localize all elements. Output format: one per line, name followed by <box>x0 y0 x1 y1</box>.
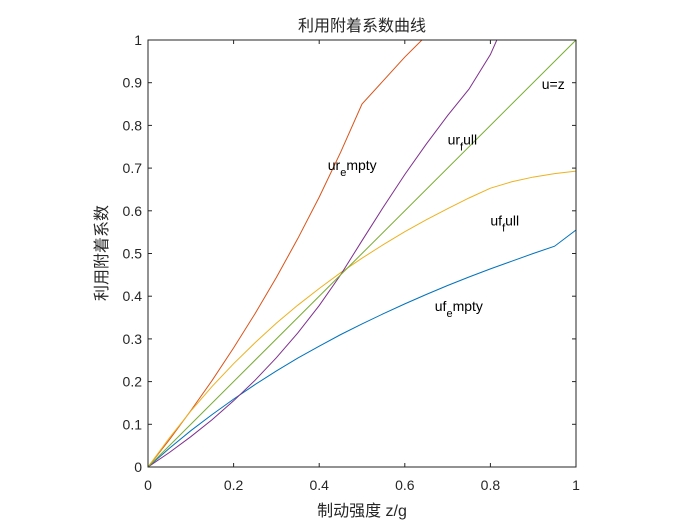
y-tick-label: 0.9 <box>123 75 143 91</box>
y-tick-label: 0.3 <box>123 331 143 347</box>
series-line-ur-full <box>148 40 498 467</box>
series-line-ur-empty <box>148 40 423 467</box>
x-tick-label: 0.4 <box>309 477 329 493</box>
curve-label-uf-empty: ufempty <box>435 298 483 320</box>
y-axis-title: 利用附着系数 <box>93 205 111 301</box>
x-tick-label: 0.6 <box>395 477 415 493</box>
series-line-u-eq-z <box>148 40 576 467</box>
x-axis-title: 制动强度 z/g <box>317 502 407 520</box>
x-tick-label: 1 <box>572 477 580 493</box>
plot-area: 0 0.2 0.4 0.6 0.8 1 0 0.1 0.2 0.3 0.4 0.5 0.6 0.7 0.8 0… <box>123 32 581 493</box>
curve-label-u-eq-z: u=z <box>542 76 565 92</box>
curve-label-ur-empty: urempty <box>328 157 377 179</box>
y-tick-label: 0.6 <box>123 203 143 219</box>
y-tick-label: 0 <box>134 459 142 475</box>
series-line-uf-full <box>148 170 576 467</box>
y-tick-label: 0.1 <box>123 416 143 432</box>
x-tick-label: 0.8 <box>481 477 501 493</box>
series-line-uf-empty <box>148 229 576 467</box>
y-tick-label: 0.8 <box>123 117 143 133</box>
y-tick-label: 1 <box>134 32 142 48</box>
chart-title: 利用附着系数曲线 <box>298 17 426 35</box>
x-tick-label: 0.2 <box>224 477 244 493</box>
curve-label-ur-full: urfull <box>448 132 478 154</box>
curve-label-uf-full: uffull <box>490 213 519 235</box>
x-tick-label: 0 <box>144 477 152 493</box>
y-tick-label: 0.7 <box>123 160 143 176</box>
y-tick-label: 0.4 <box>123 288 143 304</box>
y-tick-label: 0.5 <box>123 246 143 262</box>
y-tick-label: 0.2 <box>123 374 143 390</box>
